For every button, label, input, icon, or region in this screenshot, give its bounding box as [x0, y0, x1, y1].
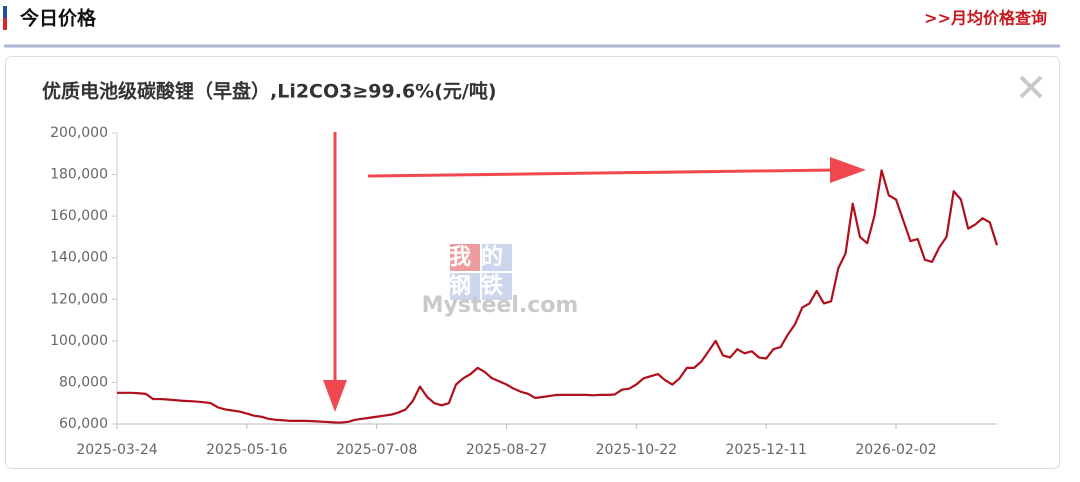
x-tick-label: 2026-02-02	[855, 442, 936, 458]
x-tick-label: 2025-03-24	[76, 442, 157, 458]
y-tick-label: 160,000	[50, 208, 108, 224]
monthly-price-link[interactable]: >>月均价格查询	[924, 9, 1047, 28]
chart-panel	[5, 56, 1060, 469]
y-tick-label: 120,000	[50, 291, 108, 307]
close-button[interactable]	[1019, 75, 1043, 99]
watermark-brand: Mysteel.com	[422, 293, 579, 318]
chart-title: 优质电池级碳酸锂（早盘）,Li2CO3≥99.6%(元/吨)	[42, 80, 497, 103]
watermark-middle: 钢铁	[449, 273, 513, 299]
x-tick-label: 2025-07-08	[336, 442, 417, 458]
watermark-top: 我的	[449, 244, 513, 270]
price-line	[117, 169, 999, 424]
y-tick-label: 80,000	[59, 374, 108, 390]
x-tick-label: 2025-12-11	[725, 442, 806, 458]
section-title: 今日价格	[19, 7, 97, 30]
annotation-arrows	[323, 132, 866, 412]
y-tick-label: 140,000	[50, 250, 108, 266]
x-tick-label: 2025-10-22	[596, 442, 677, 458]
marker-blue	[3, 6, 7, 18]
x-tick-label: 2025-08-27	[466, 442, 547, 458]
x-tick-label: 2025-05-16	[206, 442, 287, 458]
y-tick-label: 100,000	[50, 333, 108, 349]
marker-red	[3, 18, 7, 30]
watermark: 我的 钢铁 Mysteel.com	[422, 244, 579, 318]
y-tick-label: 180,000	[50, 167, 108, 183]
y-tick-label: 60,000	[59, 416, 108, 432]
y-tick-label: 200,000	[50, 125, 108, 141]
